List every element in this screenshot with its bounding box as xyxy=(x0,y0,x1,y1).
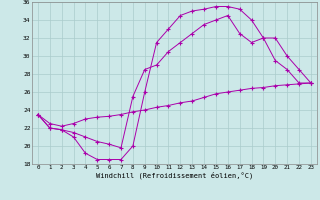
X-axis label: Windchill (Refroidissement éolien,°C): Windchill (Refroidissement éolien,°C) xyxy=(96,172,253,179)
